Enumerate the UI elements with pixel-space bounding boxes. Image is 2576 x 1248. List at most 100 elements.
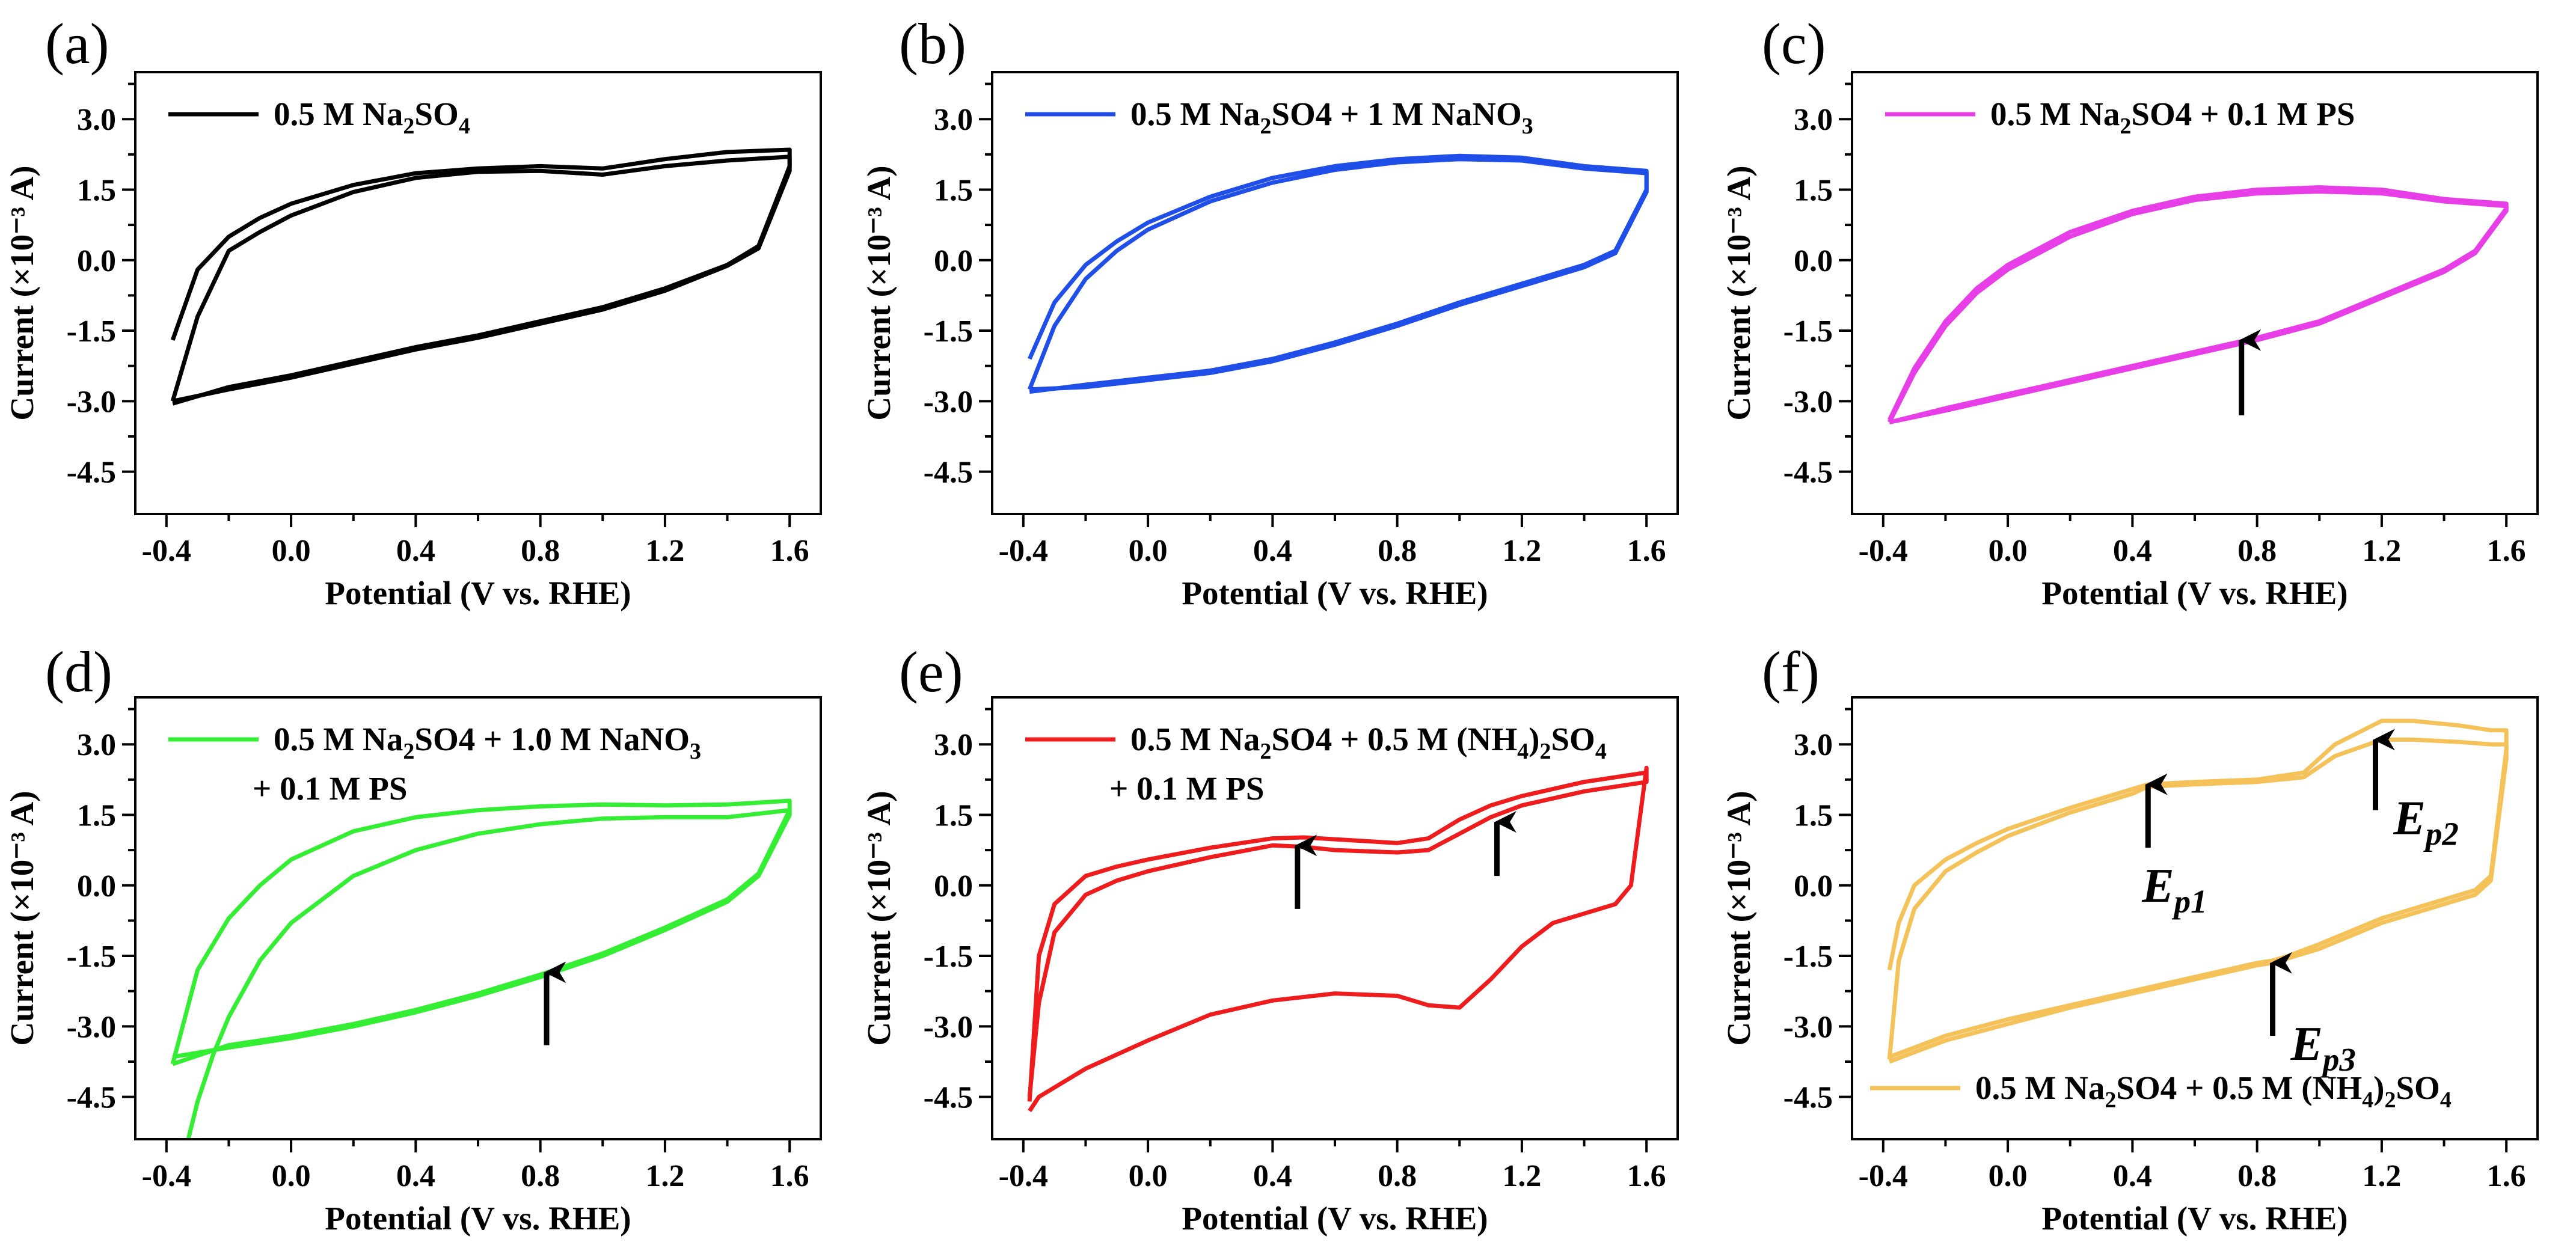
legend: 0.5 M Na2​SO4 + 0.5 M (NH4​)2​SO4​ + 0.1 …	[1025, 721, 1607, 807]
peak-label: Ep3	[2290, 1018, 2356, 1078]
x-tick-label: 0.4	[1253, 534, 1292, 568]
legend: 0.5 M Na2​SO4​	[168, 96, 470, 139]
x-tick-label: 1.2	[645, 534, 684, 568]
y-tick-label: -4.5	[67, 1081, 116, 1115]
y-tick-label: -1.5	[924, 314, 973, 349]
y-axis-title: Current (×10⁻³ A)	[4, 791, 40, 1045]
x-tick-label: 1.6	[1627, 1159, 1666, 1193]
x-axis-title: Potential (V vs. RHE)	[325, 575, 631, 611]
x-tick-label: -0.4	[142, 534, 191, 568]
plot-frame	[134, 696, 822, 1140]
panels: -0.4 0.0 0.4 0.8 1.2 1.6 3.0 1.5 0.0 -1.5 -3.0 -4.5…	[4, 11, 2539, 1237]
y-tick-label: -4.5	[67, 456, 116, 490]
legend: 0.5 M Na2​SO4 + 1 M NaNO3​	[1025, 96, 1533, 139]
peak-label: Ep2	[2393, 792, 2459, 852]
y-tick-label: -1.5	[67, 314, 116, 349]
series-line-2	[1888, 189, 2509, 424]
panel-d: -0.4 0.0 0.4 0.8 1.2 1.6 3.0 1.5 0.0 -1.5 -3.0 -4.5…	[4, 640, 822, 1237]
panel-label: (b)	[899, 11, 966, 76]
y-tick-label: -1.5	[924, 940, 973, 974]
plot-frame	[134, 71, 822, 515]
x-tick-label: 0.0	[272, 1159, 311, 1193]
y-tick-label: -4.5	[924, 456, 973, 490]
legend-label: 0.5 M Na2​SO4 + 0.5 M (NH4​)2​SO4​	[1130, 721, 1607, 764]
y-tick-label: 3.0	[1794, 103, 1833, 137]
x-tick-label: 0.0	[1129, 534, 1168, 568]
peak-label: Ep1	[2141, 860, 2207, 920]
legend-label: 0.5 M Na2​SO4 + 1 M NaNO3​	[1130, 96, 1533, 139]
y-tick-label: -3.0	[67, 1010, 116, 1044]
legend-label-line2: + 0.1 M PS	[1109, 770, 1264, 807]
x-tick-label: 0.4	[1253, 1159, 1292, 1193]
x-tick-label: 0.0	[1989, 534, 2028, 568]
y-tick-label: -3.0	[67, 385, 116, 419]
legend-label: 0.5 M Na2​SO4 + 0.5 M (NH4​)2​SO4​	[1975, 1069, 2452, 1113]
series-line-1	[1887, 718, 2509, 1059]
y-tick-label: 1.5	[934, 173, 973, 207]
y-tick-label: 0.0	[934, 869, 973, 904]
legend: 0.5 M Na2​SO4 + 1.0 M NaNO3​ + 0.1 M PS	[168, 721, 701, 807]
y-tick-label: -3.0	[924, 1010, 973, 1044]
series-line-1	[170, 147, 792, 406]
y-tick-label: 3.0	[934, 728, 973, 762]
series-line-2	[1887, 737, 2509, 1064]
x-tick-label: 0.0	[1989, 1159, 2028, 1193]
y-tick-label: -3.0	[1783, 1010, 1833, 1044]
panel-label: (c)	[1762, 11, 1826, 76]
y-tick-label: 1.5	[1794, 173, 1833, 207]
x-axis-title: Potential (V vs. RHE)	[1182, 575, 1488, 611]
panel-label: (a)	[45, 11, 109, 76]
x-tick-label: -0.4	[999, 534, 1048, 568]
legend-label: 0.5 M Na2​SO4​	[274, 96, 470, 139]
x-tick-label: 1.6	[770, 534, 809, 568]
x-axis-title: Potential (V vs. RHE)	[1182, 1200, 1488, 1237]
y-tick-label: -1.5	[1783, 940, 1833, 974]
panel-label: (f)	[1762, 640, 1820, 704]
legend: 0.5 M Na2​SO4 + 0.1 M PS	[1885, 96, 2355, 139]
legend-label: 0.5 M Na2​SO4 + 1.0 M NaNO3​	[274, 721, 701, 764]
y-tick-label: 0.0	[1794, 869, 1833, 904]
y-axis-title: Current (×10⁻³ A)	[860, 165, 897, 420]
x-tick-label: 1.2	[2362, 1159, 2401, 1193]
x-axis-title: Potential (V vs. RHE)	[2041, 1200, 2348, 1237]
y-tick-label: 1.5	[77, 173, 116, 207]
series-line-1	[1027, 765, 1649, 1113]
x-tick-label: 0.8	[521, 1159, 560, 1193]
y-tick-label: 0.0	[1794, 244, 1833, 278]
plot-frame	[1851, 71, 2539, 515]
panel-b: -0.4 0.0 0.4 0.8 1.2 1.6 3.0 1.5 0.0 -1.5 -3.0 -4.5…	[860, 11, 1679, 611]
series-line-1	[1888, 185, 2509, 424]
y-axis-title: Current (×10⁻³ A)	[860, 791, 897, 1045]
x-tick-label: 0.0	[1129, 1159, 1168, 1193]
y-tick-label: -1.5	[67, 940, 116, 974]
x-tick-label: 0.8	[2237, 1159, 2277, 1193]
x-tick-label: -0.4	[999, 1159, 1048, 1193]
x-tick-label: 0.4	[396, 1159, 435, 1193]
y-tick-label: 3.0	[77, 103, 116, 137]
x-tick-label: 0.8	[1378, 534, 1417, 568]
y-tick-label: -3.0	[924, 385, 973, 419]
x-tick-label: 1.2	[1502, 1159, 1541, 1193]
y-axis-title: Current (×10⁻³ A)	[4, 165, 40, 420]
x-tick-label: -0.4	[1859, 534, 1908, 568]
plot-frame	[991, 71, 1679, 515]
panel-c: -0.4 0.0 0.4 0.8 1.2 1.6 3.0 1.5 0.0 -1.5 -3.0 -4.5…	[1720, 11, 2539, 611]
x-tick-label: 0.4	[2113, 1159, 2152, 1193]
y-axis-title: Current (×10⁻³ A)	[1720, 165, 1757, 420]
series-line-1	[1027, 153, 1649, 394]
x-tick-label: 1.2	[1502, 534, 1541, 568]
x-tick-label: 0.8	[521, 534, 560, 568]
legend-label: 0.5 M Na2​SO4 + 0.1 M PS	[1990, 96, 2355, 139]
y-tick-label: -4.5	[1783, 456, 1833, 490]
x-tick-label: -0.4	[1859, 1159, 1908, 1193]
y-tick-label: -1.5	[1783, 314, 1833, 349]
y-tick-label: 3.0	[934, 103, 973, 137]
panel-a: -0.4 0.0 0.4 0.8 1.2 1.6 3.0 1.5 0.0 -1.5 -3.0 -4.5…	[4, 11, 822, 611]
y-tick-label: 0.0	[77, 869, 116, 904]
panel-label: (e)	[899, 640, 963, 704]
y-axis-title: Current (×10⁻³ A)	[1720, 791, 1757, 1045]
panel-f: -0.4 0.0 0.4 0.8 1.2 1.6 3.0 1.5 0.0 -1.5 -3.0 -4.5…	[1720, 640, 2539, 1237]
x-tick-label: -0.4	[142, 1159, 191, 1193]
y-tick-label: 0.0	[77, 244, 116, 278]
x-tick-label: 0.8	[1378, 1159, 1417, 1193]
